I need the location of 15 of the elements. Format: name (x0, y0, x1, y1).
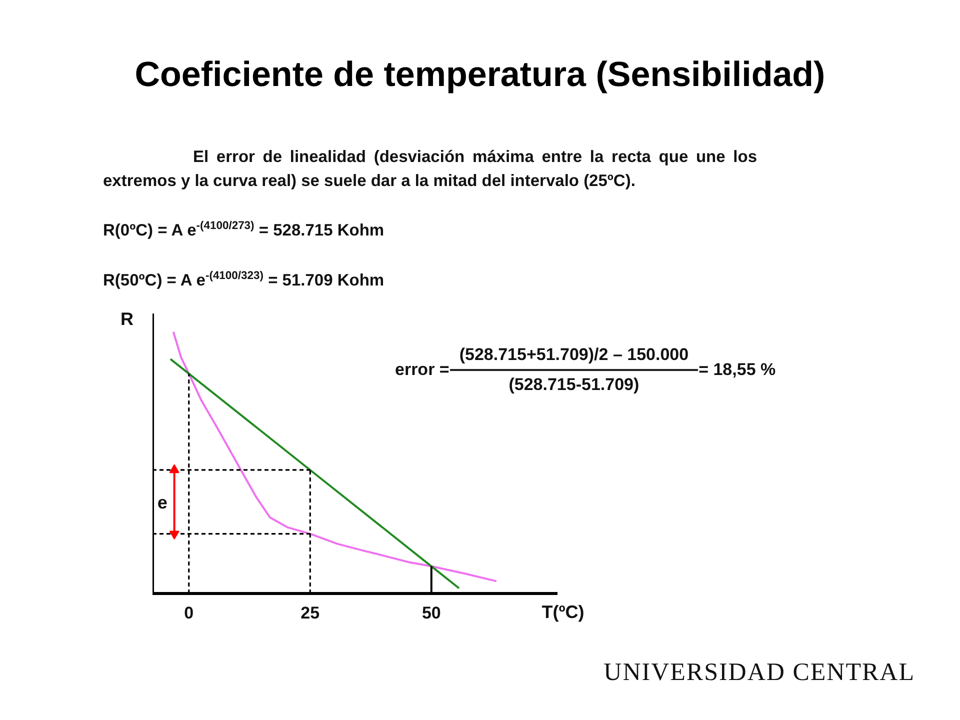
annotation: (528.715-51.709) (508, 374, 640, 396)
text: R(0ºC) = A e$^{-(4100/273)}$ = 528.715 Kohm (103, 219, 386, 242)
x-tick-label: 0 (184, 604, 194, 622)
text: R(50ºC) = A e$^{-(4100/323)}$ = 51.709 Kohm (103, 268, 386, 291)
text: = 18,55 % (698, 358, 776, 381)
chart-title: Coeficiente de temperatura (Sensibilidad) (134, 54, 826, 95)
annotation: (528.715+51.709)/2 – 150.000 (450, 342, 698, 371)
x-tick-label: 25 (300, 604, 320, 622)
x-axis-title: T(ºC) (542, 601, 584, 624)
annotation: error = (395, 358, 450, 381)
y-axis-title: R (120, 308, 134, 332)
text: El error de linealidad (desviación máxima entre la recta que une los extremos y la curva real) se suele dar a la mitad del intervalo (25ºC). (103, 147, 757, 192)
text: UNIVERSIDAD CENTRAL (602, 658, 915, 688)
x-tick-label: 50 (422, 604, 441, 622)
annotation: e (157, 492, 168, 512)
